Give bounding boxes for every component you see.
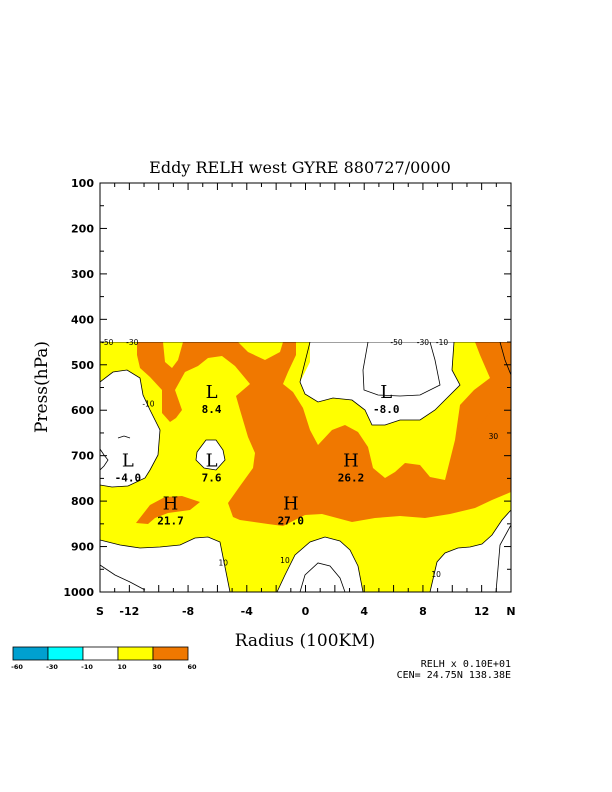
contour-label: 10 xyxy=(431,570,441,579)
contour-label: 10 xyxy=(219,558,229,567)
x-tick-label: -12 xyxy=(119,605,139,618)
contour-label-text: -30 xyxy=(417,338,429,347)
orange-region-top-left xyxy=(137,342,511,526)
x-tick-label: 0 xyxy=(302,605,310,618)
extremum-value: -4.0 xyxy=(115,471,142,484)
legend-label: -10 xyxy=(81,663,93,671)
contour-label-text: -10 xyxy=(142,399,154,408)
y-tick-label: 1000 xyxy=(63,586,94,599)
contour-label-text: 10 xyxy=(431,570,441,579)
extremum-value: 7.6 xyxy=(202,471,222,484)
extremum-L: L xyxy=(380,382,392,403)
yellow-patch-top xyxy=(163,342,183,368)
contour-label-text: 10 xyxy=(219,558,229,567)
legend-label: 60 xyxy=(187,663,197,671)
white-region-bottom-mid xyxy=(277,537,363,592)
legend-swatch xyxy=(12,646,49,661)
white-region-bottom-right xyxy=(430,510,511,592)
color-legend: -60 -30 -10 10 30 60 xyxy=(11,646,197,671)
legend-swatch xyxy=(117,646,154,661)
contour-label: -30 xyxy=(126,338,138,347)
extremum-L: L xyxy=(206,382,218,403)
y-tick-label: 900 xyxy=(71,541,94,554)
y-tick-label: 700 xyxy=(71,450,94,463)
contour-labels: -50 -30 -10 -50 -30 -10 30 10 10 10 xyxy=(101,338,499,579)
white-region-bottom-left xyxy=(100,537,230,592)
scale-label: RELH x 0.10E+01 xyxy=(421,659,511,670)
extremum-L: L xyxy=(206,450,218,471)
legend-label: 10 xyxy=(117,663,127,671)
x-tick-label: S xyxy=(96,605,104,618)
legend-swatch xyxy=(152,646,189,661)
contour-label-text: 30 xyxy=(489,432,499,441)
extremum-H: H xyxy=(283,493,299,514)
y-tick-label: 300 xyxy=(71,268,94,281)
contour-label: -10 xyxy=(142,399,154,408)
legend-swatch xyxy=(82,646,119,661)
contour-label: 10 xyxy=(280,556,290,565)
x-tick-label: 8 xyxy=(419,605,427,618)
chart-title: Eddy RELH west GYRE 880727/0000 xyxy=(149,158,451,177)
y-tick-label: 800 xyxy=(71,495,94,508)
contour-label-text: 10 xyxy=(280,556,290,565)
y-tick-label: 100 xyxy=(71,177,94,190)
contour-label: -30 xyxy=(417,338,429,347)
center-label: CEN= 24.75N 138.38E xyxy=(397,670,511,681)
data-field xyxy=(100,342,511,592)
white-region-l76 xyxy=(196,440,225,470)
extremum-value: 27.0 xyxy=(278,514,305,527)
extremum-value: -8.0 xyxy=(373,403,400,416)
legend-label: -60 xyxy=(11,663,23,671)
contour-label: -50 xyxy=(101,338,113,347)
x-tick-label: -8 xyxy=(182,605,194,618)
y-axis: 100 200 300 400 500 600 700 800 900 1000 xyxy=(63,177,511,599)
contour-label-text: -30 xyxy=(126,338,138,347)
x-tick-label: 4 xyxy=(360,605,368,618)
y-tick-label: 600 xyxy=(71,404,94,417)
extremum-H: H xyxy=(163,493,179,514)
y-tick-label: 400 xyxy=(71,313,94,326)
y-tick-label: 500 xyxy=(71,359,94,372)
contour-lines xyxy=(100,342,511,592)
white-region-left xyxy=(100,370,160,487)
contour-label: 30 xyxy=(489,432,499,441)
contour-label: -50 xyxy=(390,338,402,347)
orange-region-right xyxy=(470,342,511,476)
x-axis: S -12 -8 -4 0 4 8 12 N xyxy=(96,183,516,618)
extremum-L: L xyxy=(122,450,134,471)
contour-label-text: -10 xyxy=(436,338,448,347)
contour-label-text: -50 xyxy=(390,338,402,347)
y-tick-label: 200 xyxy=(71,222,94,235)
legend-swatch xyxy=(47,646,84,661)
white-region-top-right xyxy=(300,342,460,425)
extremum-value: 21.7 xyxy=(157,514,184,527)
yellow-patch-mid-top xyxy=(222,342,283,360)
legend-label: 30 xyxy=(152,663,162,671)
x-tick-label: 12 xyxy=(474,605,489,618)
contour-label-text: -50 xyxy=(101,338,113,347)
orange-region-h217 xyxy=(136,496,200,524)
extremum-value: 26.2 xyxy=(338,471,365,484)
extremum-value: 8.4 xyxy=(202,403,222,416)
extremum-H: H xyxy=(343,450,359,471)
contour-label: -10 xyxy=(436,338,448,347)
legend-label: -30 xyxy=(46,663,58,671)
x-tick-label: N xyxy=(506,605,515,618)
y-axis-label: Press(hPa) xyxy=(32,341,52,433)
x-axis-label: Radius (100KM) xyxy=(235,631,376,651)
x-tick-label: -4 xyxy=(241,605,254,618)
